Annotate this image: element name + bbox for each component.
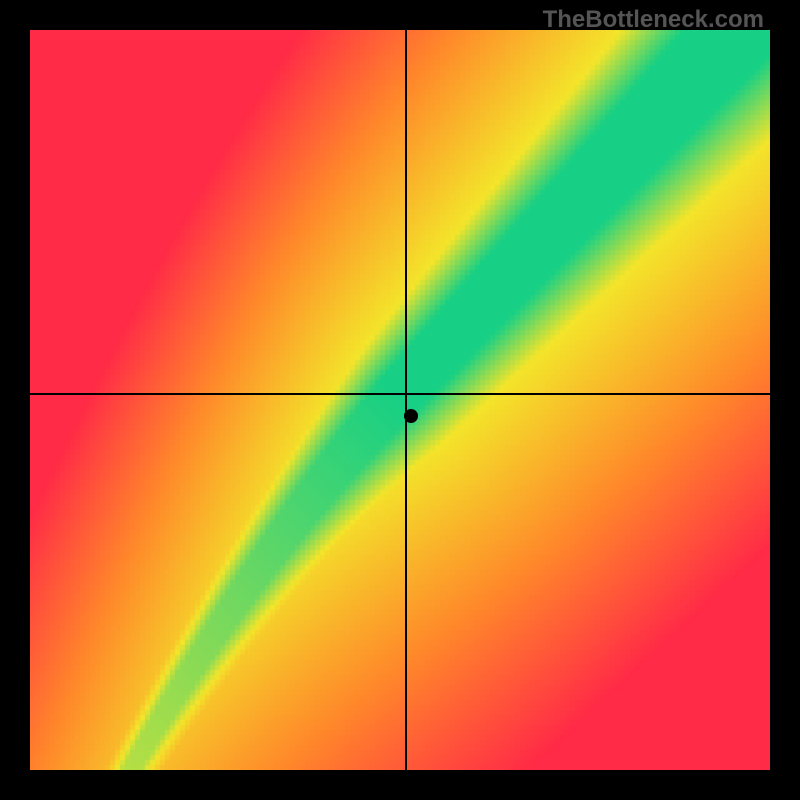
plot-area (30, 30, 770, 770)
heatmap-canvas (30, 30, 770, 770)
crosshair-vertical (405, 30, 407, 770)
watermark-text: TheBottleneck.com (543, 6, 764, 34)
data-point-marker (404, 409, 418, 423)
crosshair-horizontal (30, 393, 770, 395)
